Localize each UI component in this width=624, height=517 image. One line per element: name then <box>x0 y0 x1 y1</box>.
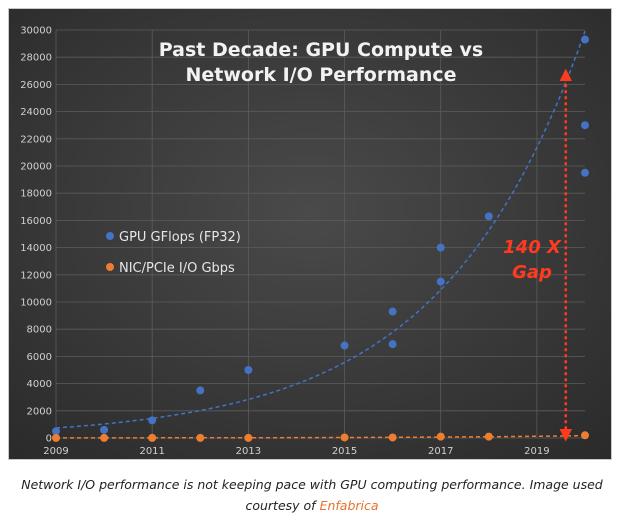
gpu-point <box>388 307 397 316</box>
chart-title-line2: Network I/O Performance <box>185 64 456 86</box>
y-tick-label: 30000 <box>20 26 52 37</box>
nic-point <box>581 431 589 440</box>
nic-point <box>436 432 445 441</box>
y-tick-label: 12000 <box>20 270 52 281</box>
gpu-point <box>436 243 445 252</box>
y-tick-label: 10000 <box>20 298 52 309</box>
chart-title-line1: Past Decade: GPU Compute vs <box>159 39 483 61</box>
y-tick-label: 2000 <box>27 406 52 417</box>
legend-marker-gpu <box>106 232 114 240</box>
gpu-point <box>52 427 60 436</box>
y-tick-label: 0 <box>46 434 52 445</box>
caption-link-enfabrica[interactable]: Enfabrica <box>319 498 379 513</box>
nic-point <box>388 433 397 442</box>
x-tick-label: 2011 <box>139 446 164 457</box>
grid <box>55 29 585 439</box>
nic-point <box>100 433 109 442</box>
y-tick-label: 26000 <box>20 80 52 91</box>
legend-label-gpu: GPU GFlops (FP32) <box>119 230 241 245</box>
gap-label-line2: Gap <box>512 262 552 283</box>
gpu-point <box>340 341 349 350</box>
nic-point <box>196 433 205 442</box>
gpu-point <box>244 366 253 374</box>
gpu-point <box>388 340 397 349</box>
x-tick-label: 2019 <box>524 446 549 457</box>
nic-point <box>148 433 157 442</box>
nic-point <box>52 433 60 442</box>
gpu-point <box>581 121 589 130</box>
gpu-point <box>196 386 205 395</box>
nic-point <box>340 433 349 442</box>
legend: GPU GFlops (FP32) NIC/PCIe I/O Gbps <box>106 230 241 276</box>
y-tick-label: 4000 <box>27 379 52 390</box>
gpu-point <box>581 168 589 177</box>
caption-text: Network I/O performance is not keeping p… <box>21 477 603 513</box>
y-tick-label: 28000 <box>20 53 52 64</box>
chart: 0 2000 4000 6000 8000 10000 12000 14000 16000 180… <box>9 9 611 459</box>
x-tick-label: 2017 <box>428 446 453 457</box>
nic-point <box>244 433 253 442</box>
y-tick-label: 20000 <box>20 162 52 173</box>
y-tick-label: 18000 <box>20 189 52 200</box>
y-tick-label: 8000 <box>27 325 52 336</box>
figure-caption: Network I/O performance is not keeping p… <box>20 474 604 516</box>
y-tick-label: 24000 <box>20 107 52 118</box>
x-tick-label: 2013 <box>236 446 261 457</box>
nic-point <box>484 432 493 441</box>
gpu-point <box>436 277 445 286</box>
gpu-point <box>148 416 157 425</box>
gpu-point <box>581 35 589 44</box>
legend-label-nic: NIC/PCIe I/O Gbps <box>119 261 235 276</box>
gap-label-line1: 140 X <box>503 237 562 258</box>
y-tick-label: 16000 <box>20 216 52 227</box>
gpu-point <box>100 425 109 434</box>
axis-ticks: 0 2000 4000 6000 8000 10000 12000 14000 16000 180… <box>20 26 549 458</box>
gap-annotation: 140 X Gap <box>503 68 573 442</box>
x-tick-label: 2015 <box>332 446 357 457</box>
y-tick-label: 22000 <box>20 134 52 145</box>
data-points <box>52 35 589 442</box>
gpu-point <box>484 212 493 221</box>
x-tick-label: 2009 <box>43 446 68 457</box>
legend-marker-nic <box>106 263 114 271</box>
y-tick-label: 14000 <box>20 243 52 254</box>
y-tick-label: 6000 <box>27 352 52 363</box>
